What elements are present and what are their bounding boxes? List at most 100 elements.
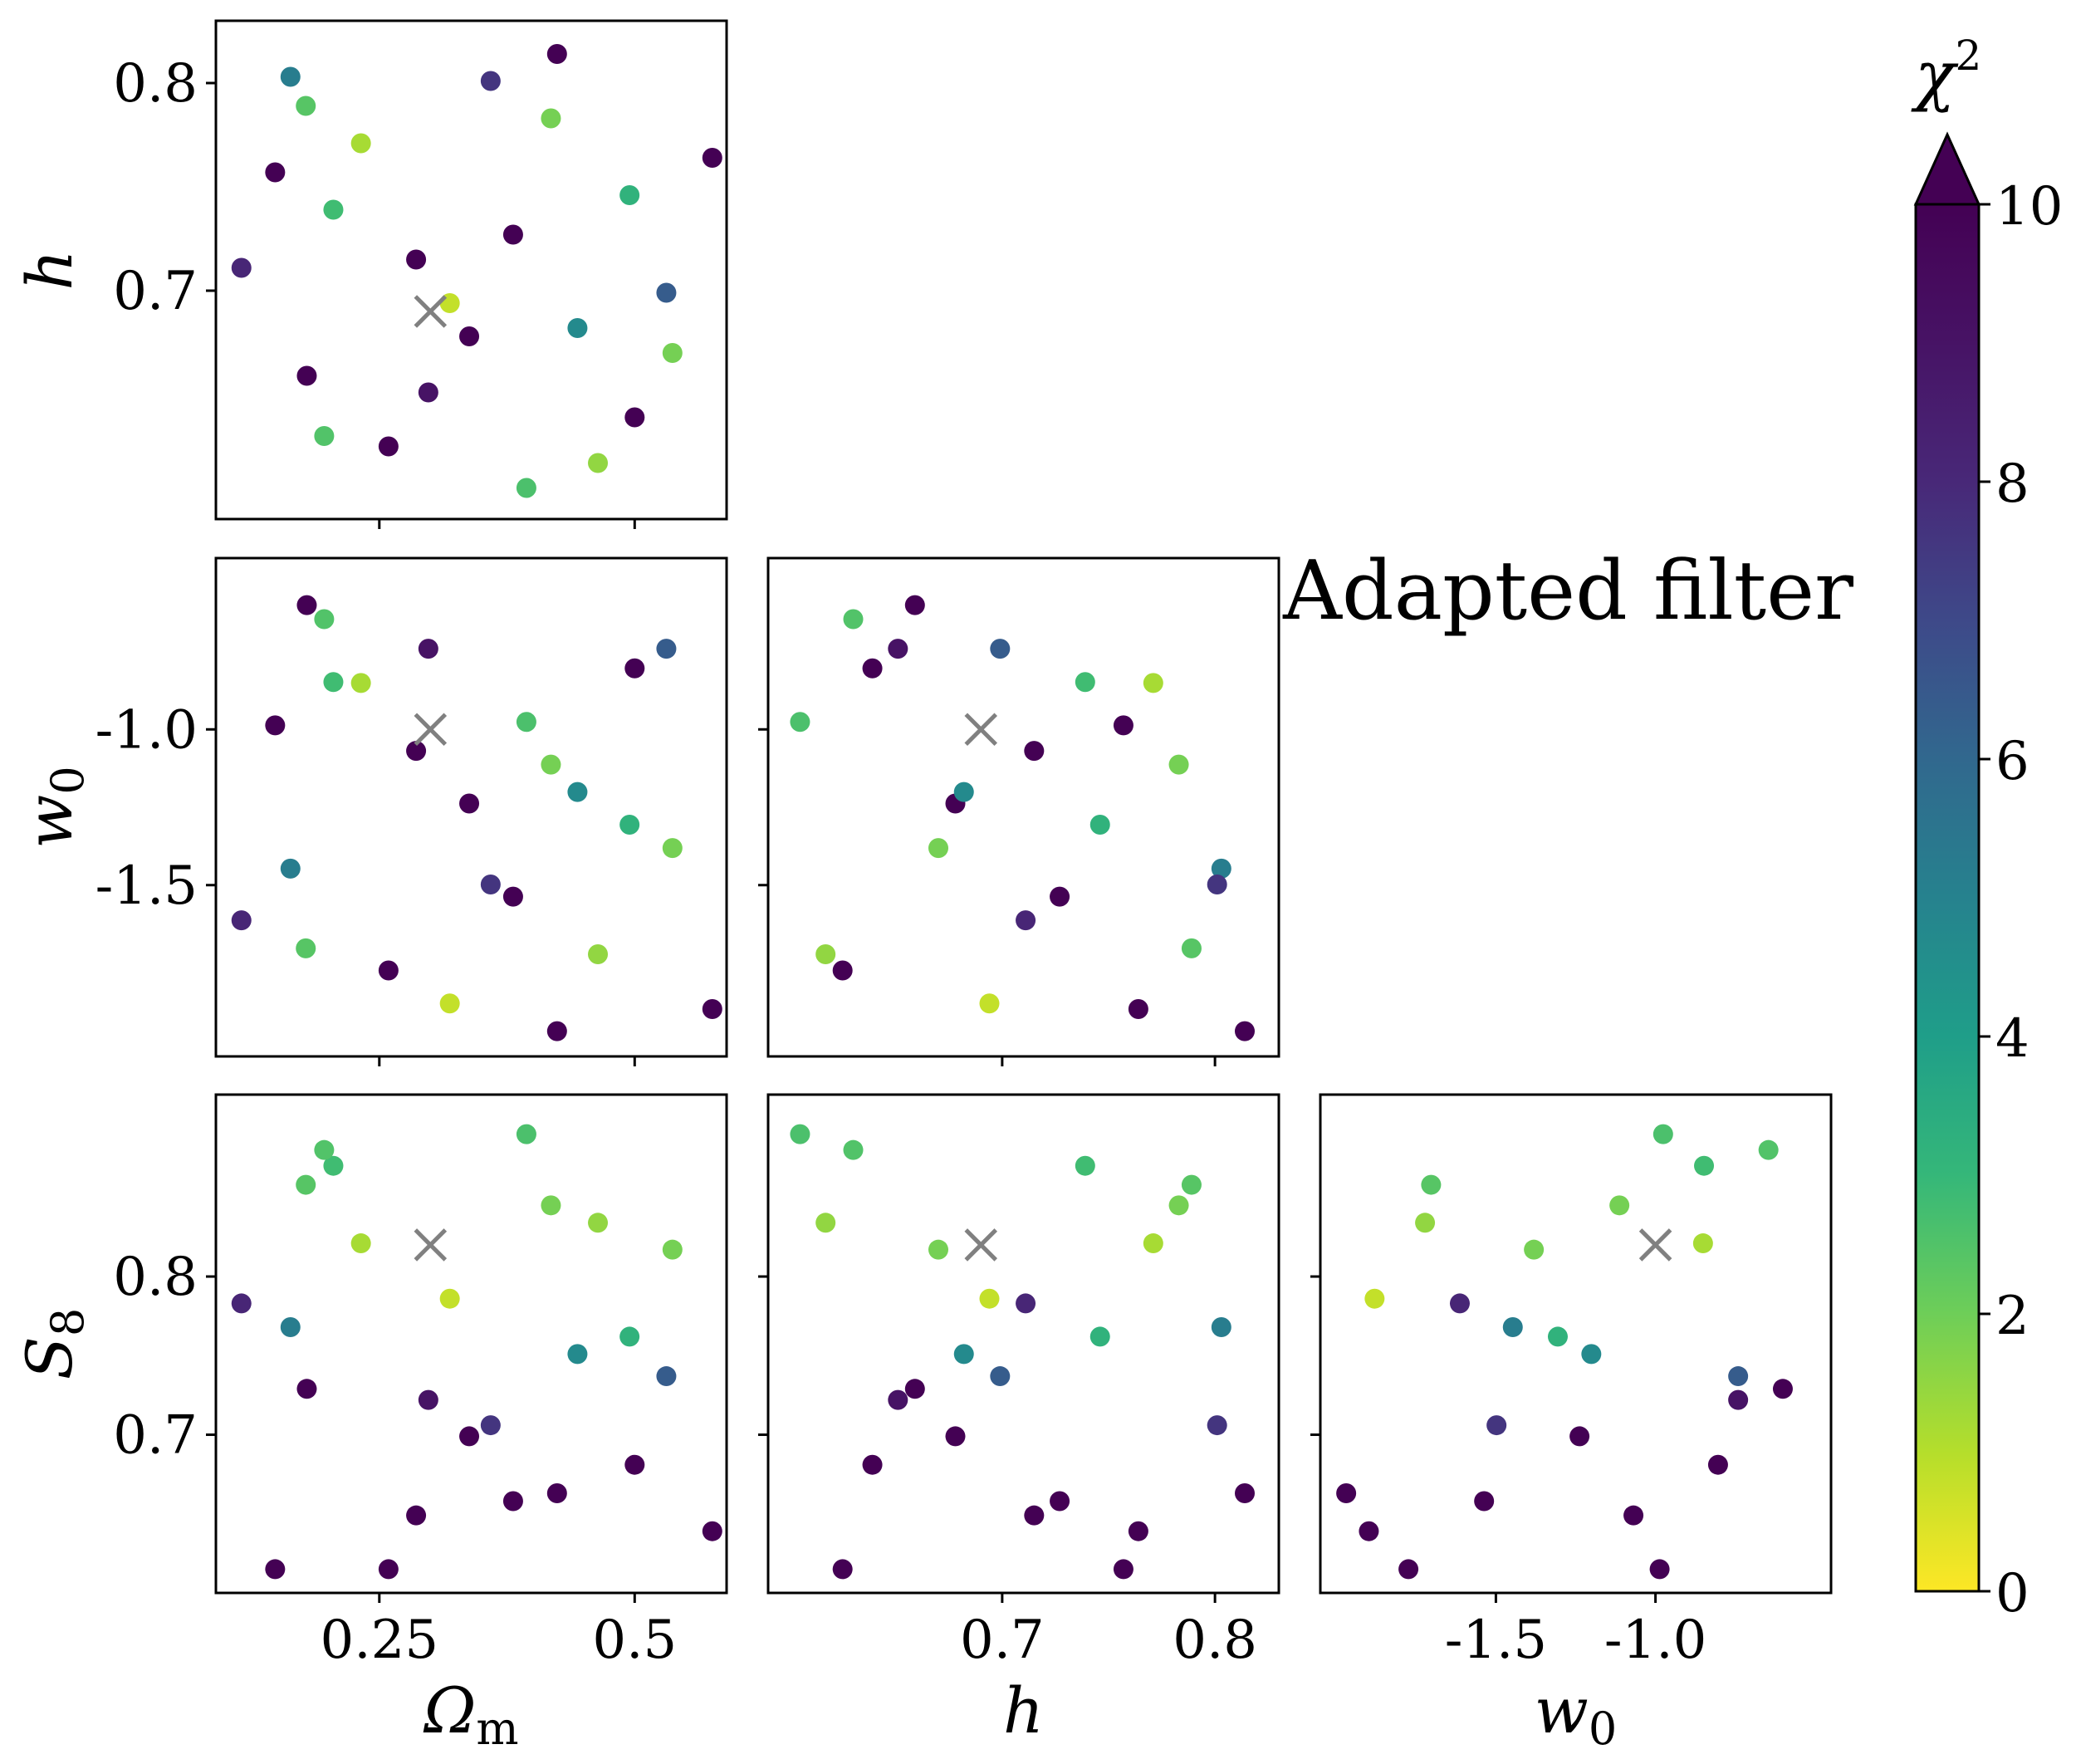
colorbar-tick-label: 8 (1995, 453, 2029, 515)
scatter-point (350, 1233, 371, 1254)
scatter-point (406, 741, 427, 762)
y-tick-label: -1.0 (95, 699, 198, 761)
scatter-point (702, 148, 722, 168)
scatter-point (541, 1195, 561, 1216)
colorbar-tick-label: 2 (1995, 1286, 2029, 1347)
scatter-point (567, 782, 588, 802)
panel-w0-vs-S8 (1319, 1093, 1833, 1595)
scatter-point (1143, 673, 1163, 693)
panel-h-vs-S8 (766, 1093, 1280, 1595)
scatter-point (1235, 1021, 1255, 1041)
scatter-point (888, 639, 908, 659)
scatter-point (1649, 1559, 1670, 1580)
scatter-point (1758, 1139, 1779, 1160)
scatter-points (231, 44, 1793, 1580)
scatter-point (406, 1505, 427, 1526)
y-tick-label: -1.5 (95, 855, 198, 917)
scatter-point (656, 282, 677, 303)
scatter-point (350, 133, 371, 154)
scatter-point (459, 1426, 480, 1447)
scatter-point (296, 938, 316, 958)
scatter-point (1581, 1344, 1602, 1365)
fiducial-marker (414, 1228, 448, 1262)
panel-h-vs-w0 (766, 556, 1280, 1058)
scatter-point (1728, 1389, 1749, 1410)
fiducial-marker (964, 1228, 998, 1262)
scatter-point (567, 1344, 588, 1365)
scatter-point (953, 1344, 974, 1365)
scatter-point (323, 199, 344, 220)
scatter-point (1421, 1174, 1442, 1195)
scatter-point (904, 1379, 925, 1399)
axis-text: 0.7 0.8 -1.5 -1.0 0.25 0.5 0.7 0.8 0.7 0.8 -1.5 -1.… (12, 53, 1706, 1755)
scatter-point (541, 108, 561, 129)
scatter-point (231, 257, 252, 278)
x-tick-label: 0.5 (592, 1610, 677, 1671)
scatter-point (1207, 875, 1227, 894)
scatter-point (378, 436, 399, 457)
x-axis-label-h: h (1003, 1673, 1044, 1747)
scatter-point (1075, 1155, 1095, 1176)
scatter-point (1502, 1317, 1523, 1337)
scatter-point (418, 1389, 438, 1410)
scatter-point (619, 1326, 640, 1347)
scatter-point (945, 1426, 966, 1447)
y-axis-label-w0: w0 (12, 766, 94, 848)
scatter-point (1623, 1505, 1644, 1526)
scatter-point (265, 162, 286, 183)
colorbar-extend-arrow (1913, 131, 1981, 206)
scatter-point (815, 1213, 836, 1233)
scatter-point (928, 838, 948, 859)
scatter-point (662, 343, 683, 363)
scatter-point (832, 1559, 853, 1580)
x-tick-label: 0.25 (321, 1610, 439, 1671)
colorbar-tick-label: 10 (1995, 176, 2063, 238)
fiducial-marker (414, 295, 448, 328)
scatter-point (480, 875, 501, 894)
colorbar-label: χ2 (1911, 32, 1981, 114)
scatter-point (480, 71, 501, 91)
scatter-point (1168, 754, 1189, 775)
scatter-point (1652, 1124, 1673, 1144)
scatter-point (1128, 1521, 1148, 1541)
scatter-point (459, 793, 480, 814)
scatter-point (1113, 715, 1133, 736)
scatter-point (1089, 1326, 1110, 1347)
scatter-point (296, 1379, 317, 1399)
scatter-point (1474, 1491, 1495, 1512)
scatter-point (1524, 1239, 1545, 1260)
panel-frames (206, 19, 1833, 1603)
scatter-point (265, 715, 286, 736)
colorbar-ticks: 0 2 4 6 8 10 (1979, 176, 2063, 1624)
scatter-point (1168, 1195, 1189, 1216)
scatter-point (1336, 1483, 1357, 1503)
scatter-point (656, 1366, 677, 1387)
x-tick-label: -1.5 (1445, 1610, 1547, 1671)
scatter-point (790, 712, 810, 733)
scatter-point (418, 639, 438, 659)
scatter-point (1075, 672, 1095, 693)
scatter-point (541, 754, 561, 775)
scatter-point (1486, 1415, 1507, 1436)
scatter-point (1609, 1195, 1630, 1216)
scatter-point (656, 639, 677, 659)
scatter-point (624, 1454, 645, 1475)
scatter-point (1364, 1288, 1385, 1309)
scatter-point (502, 1491, 523, 1512)
x-tick-label: 0.7 (960, 1610, 1045, 1671)
scatter-point (1016, 910, 1036, 931)
scatter-point (1772, 1379, 1793, 1399)
scatter-point (624, 658, 645, 679)
scatter-point (1692, 1233, 1713, 1254)
scatter-point (1211, 1317, 1231, 1337)
x-tick-label: -1.0 (1604, 1610, 1706, 1671)
scatter-point (516, 712, 536, 733)
scatter-point (888, 1389, 908, 1410)
scatter-point (406, 249, 427, 270)
scatter-point (314, 609, 335, 630)
scatter-point (378, 960, 399, 981)
y-tick-label: 0.8 (113, 1247, 198, 1308)
scatter-point (1113, 1559, 1133, 1580)
scatter-point (323, 672, 344, 693)
scatter-point (1143, 1233, 1163, 1254)
